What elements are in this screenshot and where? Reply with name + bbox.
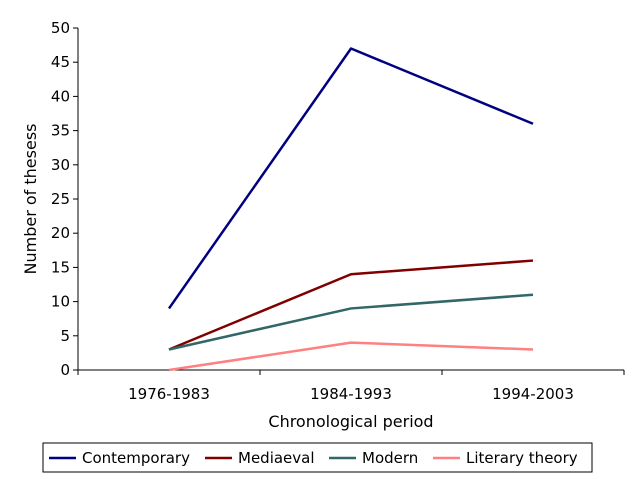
series-line-modern <box>168 293 534 351</box>
y-tick-label: 50 <box>51 19 70 37</box>
legend-box <box>42 442 593 473</box>
series-line-literary-theory <box>168 341 534 372</box>
series-line-contemporary <box>167 47 534 310</box>
axes <box>73 27 625 375</box>
y-tick-labels: 0 5 10 15 20 25 30 35 40 45 50 <box>51 19 70 379</box>
x-tick-labels: 1976-1983 1984-1993 1994-2003 <box>128 385 574 403</box>
x-tick-label: 1976-1983 <box>128 385 210 403</box>
legend: Contemporary Mediaeval Modern Literary theo… <box>42 442 593 473</box>
y-tick-label: 35 <box>51 122 70 140</box>
series-line-mediaeval <box>168 259 534 351</box>
series-lines <box>167 47 534 372</box>
y-tick-label: 45 <box>51 53 70 71</box>
legend-label: Contemporary <box>82 449 190 467</box>
y-tick-label: 30 <box>51 156 70 174</box>
y-axis-label: Number of thesess <box>21 124 40 275</box>
y-tick-label: 0 <box>60 361 70 379</box>
y-tick-label: 15 <box>51 258 70 276</box>
legend-label: Literary theory <box>466 449 578 467</box>
y-tick-label: 10 <box>51 293 70 311</box>
legend-label: Mediaeval <box>238 449 315 467</box>
x-tick-label: 1994-2003 <box>492 385 574 403</box>
y-tick-label: 20 <box>51 224 70 242</box>
x-tick-label: 1984-1993 <box>310 385 392 403</box>
y-tick-label: 40 <box>51 87 70 105</box>
y-tick-label: 5 <box>60 327 70 345</box>
legend-label: Modern <box>362 449 418 467</box>
x-axis-label: Chronological period <box>268 412 433 431</box>
y-tick-label: 25 <box>51 190 70 208</box>
